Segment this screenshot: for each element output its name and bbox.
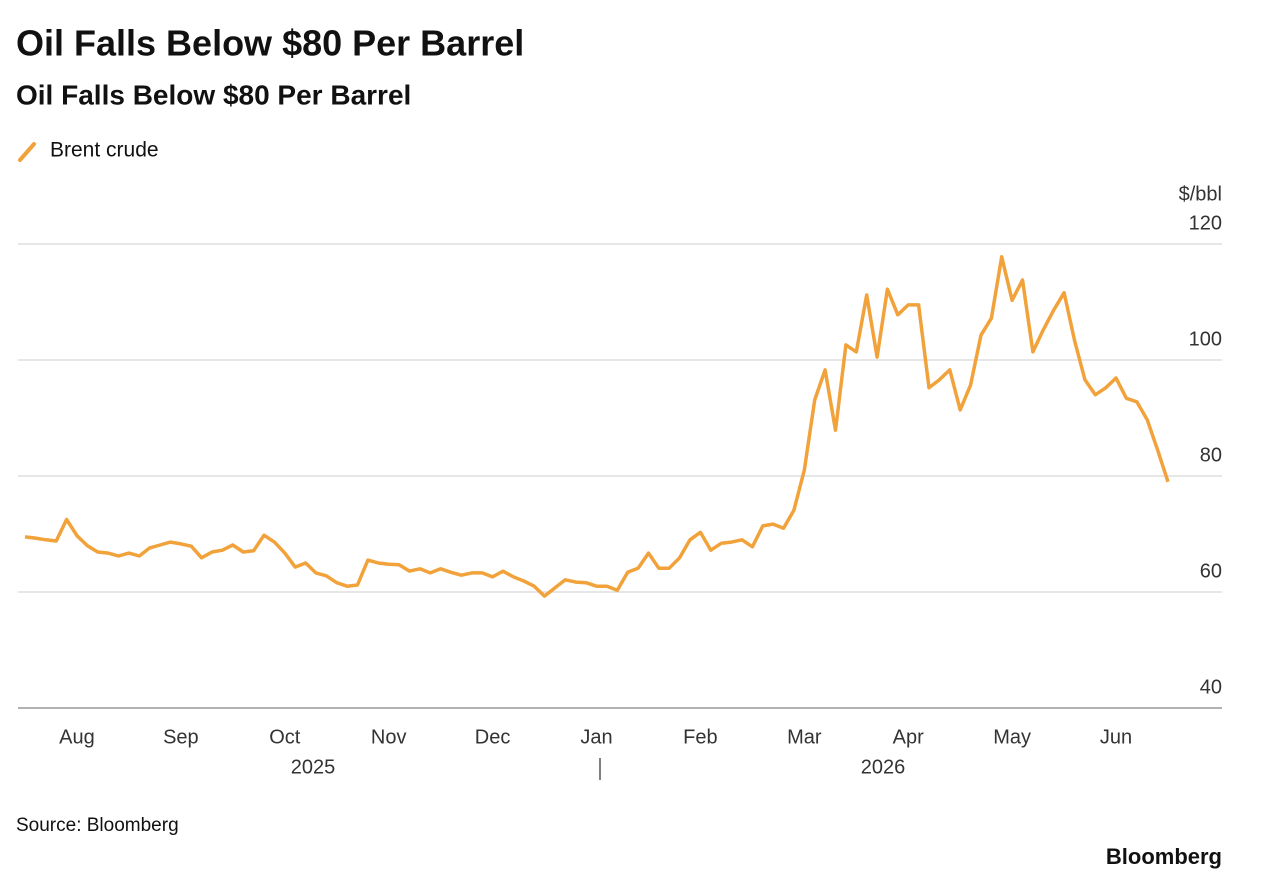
y-tick-label: 40 (1200, 676, 1222, 698)
x-tick-label: Oct (269, 726, 301, 748)
y-tick-label: 60 (1200, 560, 1222, 582)
legend-label: Brent crude (50, 139, 159, 162)
brand: Bloomberg (1106, 844, 1222, 869)
x-tick-label: May (993, 726, 1031, 748)
x-tick-label: Nov (371, 726, 407, 748)
y-tick-label: 80 (1200, 444, 1222, 466)
x-tick-label: Apr (893, 726, 924, 748)
x-tick-label: Jun (1100, 726, 1132, 748)
y-tick-label: 100 (1189, 328, 1222, 350)
data-line (24, 255, 1170, 598)
chart-title: Oil Falls Below $80 Per Barrel (16, 23, 524, 64)
x-tick-label: Aug (59, 726, 95, 748)
x-tick-label: Feb (683, 726, 717, 748)
year-label: 2025 (291, 756, 336, 778)
source: Source: Bloomberg (16, 815, 179, 836)
year-label: 2026 (861, 756, 906, 778)
x-tick-label: Mar (787, 726, 822, 748)
chart-subtitle: Oil Falls Below $80 Per Barrel (16, 79, 411, 110)
legend-swatch (18, 142, 36, 162)
x-tick-label: Jan (580, 726, 612, 748)
x-tick-label: Sep (163, 726, 199, 748)
x-tick-label: Dec (475, 726, 511, 748)
y-axis-label: $/bbl (1179, 183, 1222, 205)
y-tick-label: 120 (1189, 212, 1222, 234)
